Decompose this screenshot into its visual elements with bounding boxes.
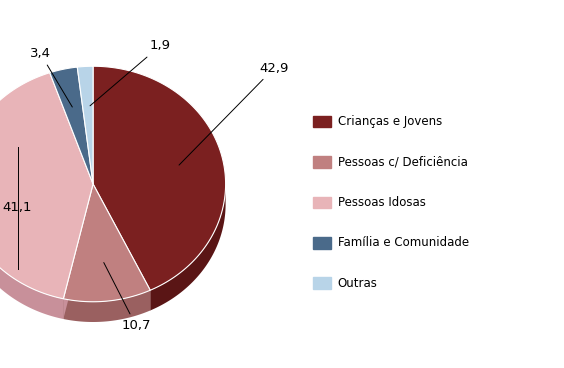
Text: Outras: Outras	[338, 277, 378, 290]
Polygon shape	[63, 290, 150, 322]
Polygon shape	[150, 185, 226, 311]
Text: Pessoas c/ Deficiência: Pessoas c/ Deficiência	[338, 155, 468, 169]
Polygon shape	[93, 184, 150, 311]
Polygon shape	[93, 66, 226, 290]
Polygon shape	[50, 67, 93, 184]
Text: Pessoas Idosas: Pessoas Idosas	[338, 196, 426, 209]
Polygon shape	[63, 184, 150, 302]
Bar	[313, 116, 331, 127]
Polygon shape	[63, 184, 93, 319]
Text: Crianças e Jovens: Crianças e Jovens	[338, 115, 442, 128]
Bar	[313, 156, 331, 168]
Polygon shape	[0, 73, 93, 299]
Text: 3,4: 3,4	[30, 47, 72, 107]
Bar	[313, 197, 331, 208]
Bar	[313, 277, 331, 289]
Polygon shape	[0, 185, 63, 319]
Text: 10,7: 10,7	[104, 262, 151, 332]
Text: 42,9: 42,9	[179, 61, 289, 165]
Text: 41,1: 41,1	[3, 201, 32, 215]
Bar	[313, 237, 331, 249]
Text: 1,9: 1,9	[90, 39, 170, 106]
Polygon shape	[77, 66, 93, 184]
Polygon shape	[63, 184, 93, 319]
Polygon shape	[93, 184, 150, 311]
Text: Família e Comunidade: Família e Comunidade	[338, 236, 469, 250]
